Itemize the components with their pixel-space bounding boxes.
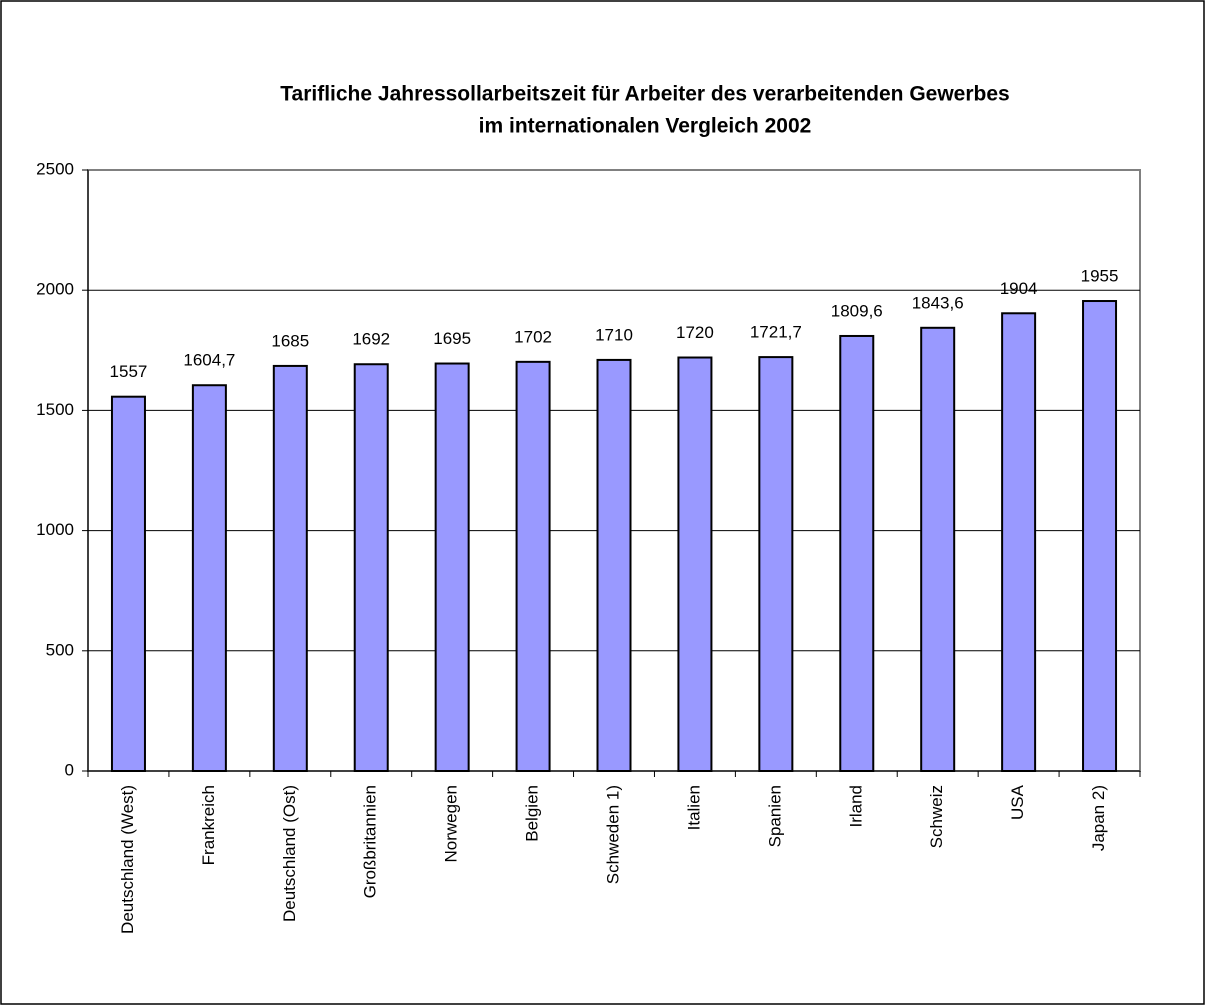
x-tick-label: Norwegen bbox=[442, 785, 461, 863]
bar bbox=[677, 356, 713, 772]
y-tick-label: 2500 bbox=[36, 159, 74, 178]
value-label: 1692 bbox=[352, 330, 390, 349]
x-tick-label: Großbritannien bbox=[361, 785, 380, 898]
x-tick-label: Schweiz bbox=[927, 785, 946, 848]
x-tick-label: Schweden 1) bbox=[603, 785, 622, 884]
bar bbox=[839, 334, 875, 772]
value-label: 1955 bbox=[1081, 267, 1119, 286]
x-tick-label: USA bbox=[1008, 784, 1027, 820]
value-label: 1695 bbox=[433, 329, 471, 348]
value-label: 1557 bbox=[110, 362, 148, 381]
bar bbox=[758, 356, 794, 772]
y-tick-label: 1000 bbox=[36, 520, 74, 539]
value-label: 1809,6 bbox=[831, 301, 883, 320]
x-tick-label: Irland bbox=[846, 785, 865, 828]
value-label: 1843,6 bbox=[912, 293, 964, 312]
x-tick-label: Italien bbox=[684, 785, 703, 830]
y-tick-label: 0 bbox=[65, 760, 74, 779]
y-tick-label: 500 bbox=[46, 640, 74, 659]
bar bbox=[920, 326, 956, 772]
bar bbox=[596, 358, 632, 772]
x-tick-label: Belgien bbox=[523, 785, 542, 842]
value-label: 1904 bbox=[1000, 279, 1038, 298]
value-label: 1604,7 bbox=[183, 351, 235, 370]
value-label: 1702 bbox=[514, 327, 552, 346]
value-label: 1685 bbox=[271, 331, 309, 350]
y-tick-label: 1500 bbox=[36, 400, 74, 419]
bar bbox=[272, 364, 308, 772]
value-label: 1720 bbox=[676, 323, 714, 342]
x-tick-label: Frankreich bbox=[199, 785, 218, 865]
bar bbox=[110, 395, 146, 772]
x-tick-label: Japan 2) bbox=[1089, 785, 1108, 851]
bar bbox=[1082, 300, 1118, 772]
bar bbox=[353, 363, 389, 772]
bar bbox=[434, 362, 470, 772]
value-label: 1721,7 bbox=[750, 323, 802, 342]
bar bbox=[191, 384, 227, 772]
x-tick-label: Deutschland (Ost) bbox=[280, 785, 299, 922]
chart-title: Tarifliche Jahressollarbeitszeit für Arb… bbox=[280, 83, 1009, 106]
value-label: 1710 bbox=[595, 325, 633, 344]
chart-title: im internationalen Vergleich 2002 bbox=[479, 115, 812, 138]
y-tick-label: 2000 bbox=[36, 280, 74, 299]
x-tick-label: Deutschland (West) bbox=[118, 785, 137, 934]
bar bbox=[1001, 312, 1037, 772]
bar bbox=[515, 360, 551, 772]
x-tick-label: Spanien bbox=[765, 785, 784, 847]
